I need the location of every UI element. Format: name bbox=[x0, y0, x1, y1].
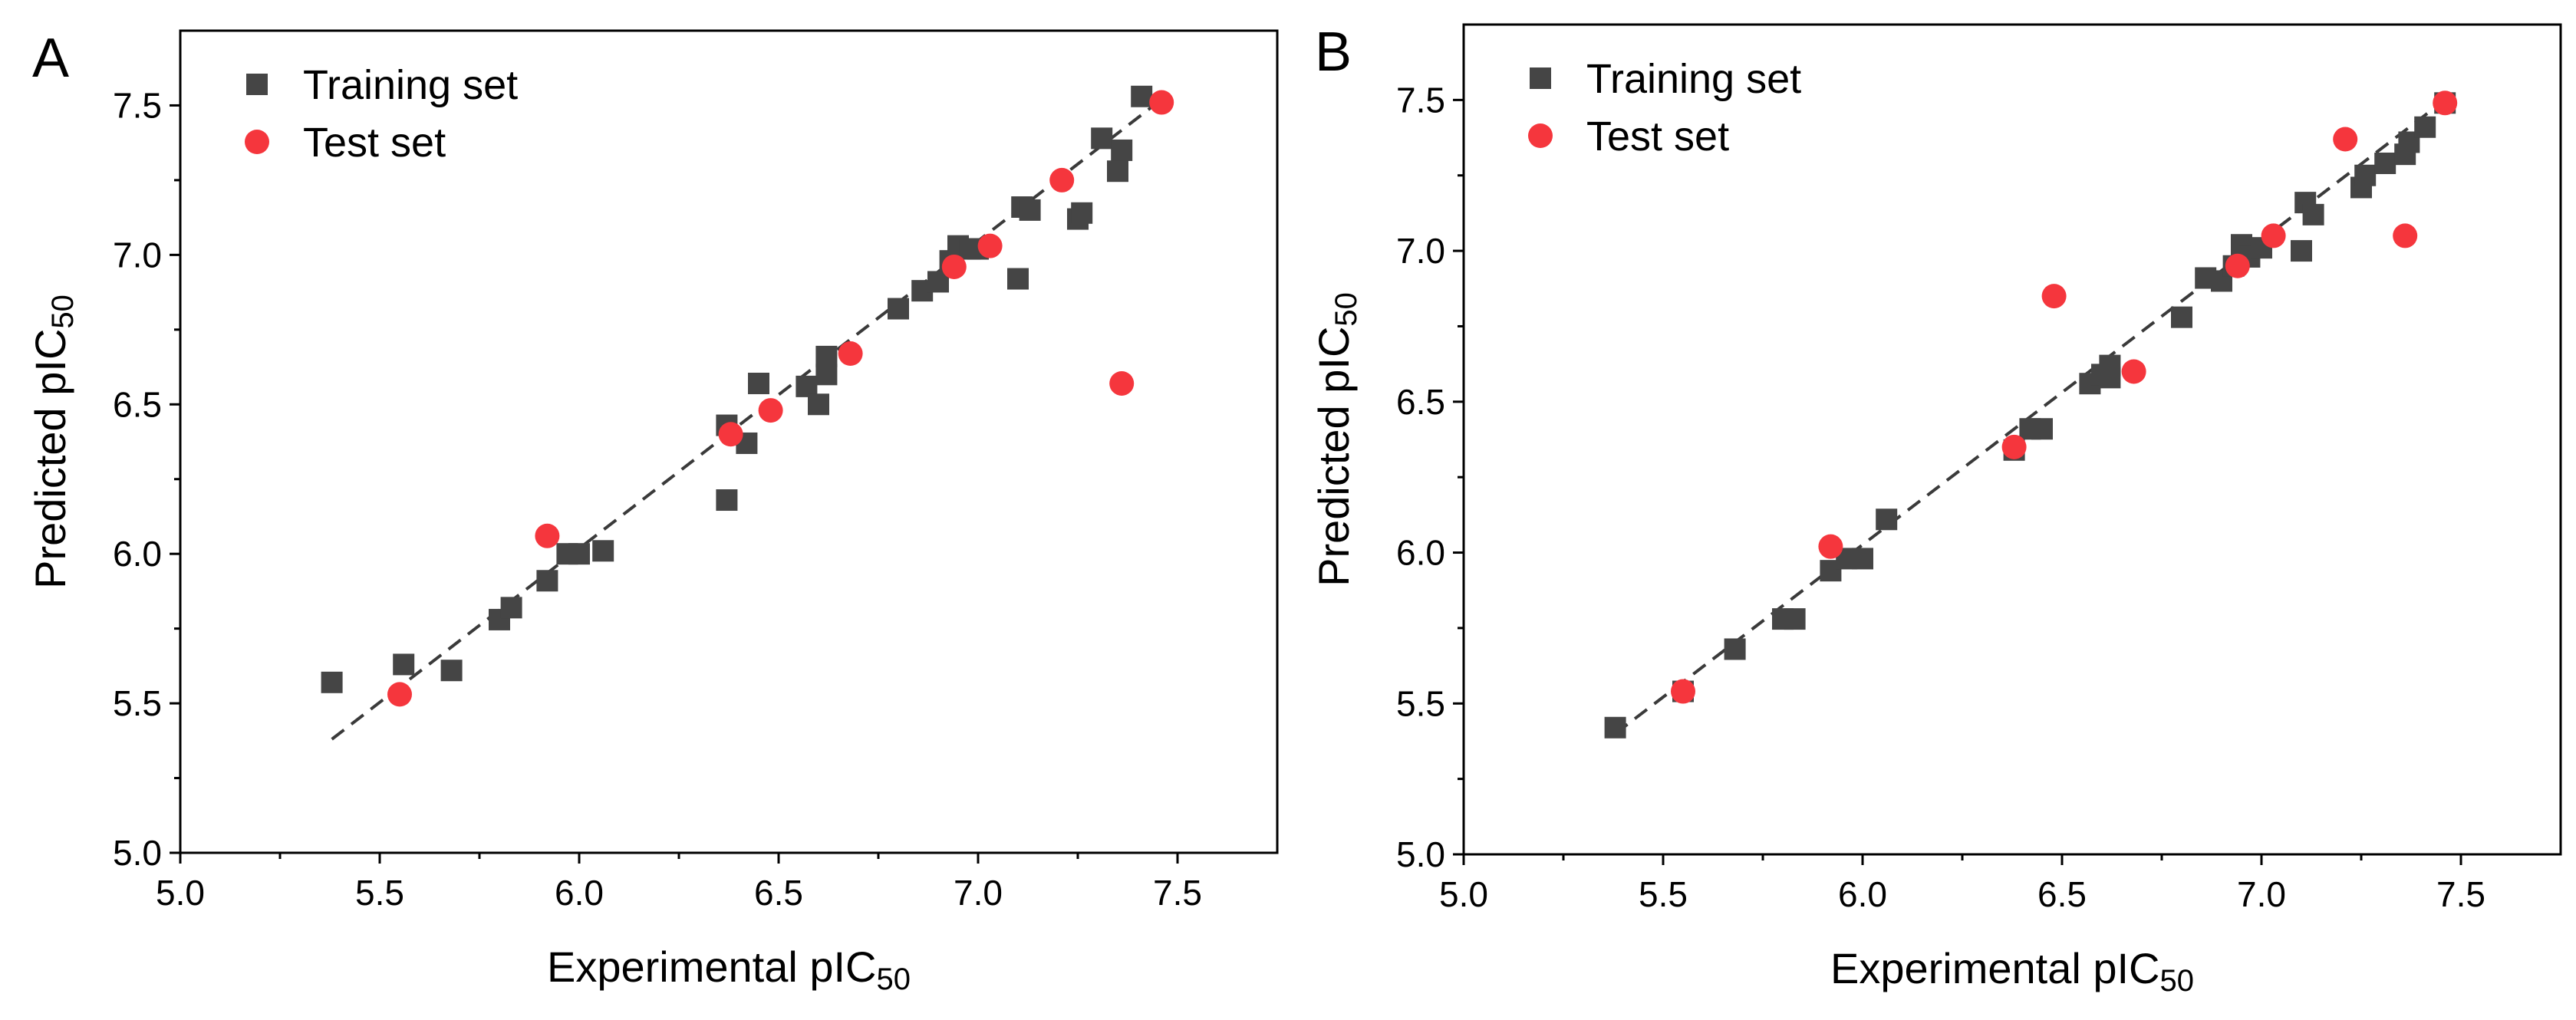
y-tick-label-b: 6.5 bbox=[1396, 382, 1445, 422]
training-point-b bbox=[1604, 716, 1626, 739]
test-point-a bbox=[1109, 370, 1135, 396]
test-point-b bbox=[2261, 223, 2286, 248]
legend-training-label-a: Training set bbox=[303, 62, 518, 108]
chart-panel-b: 5.0 5.5 6.0 6.5 7.0 7.5 5.0 5.5 6.0 6.5 7.0 7.5 Expe… bbox=[1309, 23, 2562, 998]
test-point-b bbox=[2393, 223, 2418, 248]
training-point-a bbox=[1111, 139, 1133, 161]
legend-training-label-b: Training set bbox=[1586, 56, 1801, 102]
test-point-a bbox=[758, 398, 783, 423]
legend-test-marker-a bbox=[245, 130, 269, 154]
training-point-a bbox=[815, 364, 838, 386]
test-point-b bbox=[2433, 90, 2458, 116]
training-point-b bbox=[2171, 306, 2192, 328]
test-point-a bbox=[718, 422, 743, 447]
regression-line-a bbox=[331, 98, 1163, 741]
x-tick-label-b: 5.5 bbox=[1639, 874, 1688, 914]
training-point-b bbox=[1876, 508, 1898, 531]
x-tick-label-a: 7.5 bbox=[1153, 873, 1202, 913]
y-tick-label-b: 5.0 bbox=[1396, 834, 1445, 874]
training-point-a bbox=[440, 660, 463, 682]
test-point-b bbox=[1818, 534, 1843, 559]
legend-training-marker-a bbox=[246, 74, 268, 95]
y-tick-label-a: 5.5 bbox=[113, 683, 162, 723]
x-tick-label-b: 5.0 bbox=[1439, 874, 1488, 914]
x-axis-label-a: Experimental pIC50 bbox=[547, 943, 911, 996]
x-tick-label-a: 6.5 bbox=[754, 873, 803, 913]
training-point-a bbox=[1107, 160, 1128, 183]
y-tick-label-a: 7.0 bbox=[113, 235, 162, 275]
training-point-a bbox=[1131, 85, 1153, 107]
test-point-a bbox=[941, 254, 967, 279]
training-point-a bbox=[748, 372, 769, 394]
training-point-a bbox=[568, 543, 590, 565]
x-tick-label-b: 7.0 bbox=[2237, 874, 2286, 914]
y-tick-label-b: 5.5 bbox=[1396, 683, 1445, 723]
legend-test-label-b: Test set bbox=[1586, 114, 1729, 160]
x-axis-label-b: Experimental pIC50 bbox=[1830, 944, 2194, 998]
test-point-a bbox=[387, 682, 412, 707]
y-tick-label-b: 7.5 bbox=[1396, 80, 1445, 120]
training-point-a bbox=[592, 540, 614, 562]
training-point-a bbox=[500, 597, 522, 619]
training-point-a bbox=[1071, 202, 1093, 224]
training-point-b bbox=[2354, 164, 2377, 186]
y-tick-label-a: 7.5 bbox=[113, 85, 162, 125]
training-point-a bbox=[1019, 199, 1041, 221]
test-point-b bbox=[2333, 127, 2358, 152]
training-point-a bbox=[888, 298, 909, 320]
panel-a-letter: A bbox=[32, 28, 69, 89]
y-axis-label-b: Predicted pIC50 bbox=[1309, 292, 1363, 587]
x-tick-label-b: 7.5 bbox=[2436, 874, 2485, 914]
x-tick-label-a: 7.0 bbox=[954, 873, 1003, 913]
test-point-b bbox=[2121, 359, 2146, 384]
x-tick-label-b: 6.0 bbox=[1838, 874, 1887, 914]
test-point-b bbox=[2225, 253, 2250, 278]
training-point-a bbox=[1007, 268, 1029, 290]
y-tick-label-a: 6.0 bbox=[113, 534, 162, 574]
training-point-a bbox=[1091, 127, 1113, 150]
test-point-a bbox=[1049, 167, 1075, 192]
training-point-a bbox=[808, 393, 829, 416]
training-point-a bbox=[321, 671, 343, 693]
training-point-b bbox=[2374, 152, 2396, 174]
test-point-b bbox=[2041, 284, 2067, 309]
y-tick-label-b: 6.0 bbox=[1396, 533, 1445, 573]
training-point-a bbox=[815, 345, 838, 367]
x-tick-label-a: 6.0 bbox=[555, 873, 604, 913]
training-point-b bbox=[2302, 203, 2324, 225]
chart-panel-a: 5.0 5.5 6.0 6.5 7.0 7.5 5.0 5.5 6.0 6.5 7.0 7.5 Expe… bbox=[26, 29, 1279, 996]
training-point-b bbox=[2414, 116, 2436, 138]
training-point-b bbox=[1852, 548, 1873, 570]
plot-frame-a bbox=[179, 29, 1279, 854]
y-axis-label-a: Predicted pIC50 bbox=[26, 294, 80, 589]
test-point-a bbox=[1149, 90, 1174, 115]
training-point-a bbox=[716, 489, 738, 512]
training-point-a bbox=[796, 375, 818, 397]
test-point-a bbox=[838, 341, 863, 367]
training-point-a bbox=[536, 570, 558, 592]
training-point-b bbox=[1724, 638, 1746, 660]
legend-training-marker-b bbox=[1530, 67, 1551, 89]
test-point-a bbox=[535, 523, 560, 548]
y-tick-label-a: 6.5 bbox=[113, 384, 162, 424]
x-tick-label-a: 5.0 bbox=[156, 873, 205, 913]
y-tick-label-a: 5.0 bbox=[113, 833, 162, 873]
test-point-a bbox=[977, 233, 1003, 258]
test-point-b bbox=[2001, 434, 2027, 459]
training-point-b bbox=[2031, 418, 2053, 440]
training-point-b bbox=[2099, 367, 2121, 389]
y-tick-label-b: 7.0 bbox=[1396, 231, 1445, 271]
test-point-b bbox=[1671, 679, 1695, 704]
legend-test-label-a: Test set bbox=[303, 120, 446, 166]
training-point-a bbox=[393, 653, 415, 676]
x-tick-label-b: 6.5 bbox=[2037, 874, 2087, 914]
panel-b-letter: B bbox=[1315, 21, 1352, 83]
training-point-b bbox=[1784, 608, 1806, 630]
legend-test-marker-b bbox=[1528, 123, 1553, 148]
training-point-b bbox=[2291, 240, 2312, 262]
plot-frame-b bbox=[1462, 23, 2562, 856]
x-tick-label-a: 5.5 bbox=[355, 873, 404, 913]
